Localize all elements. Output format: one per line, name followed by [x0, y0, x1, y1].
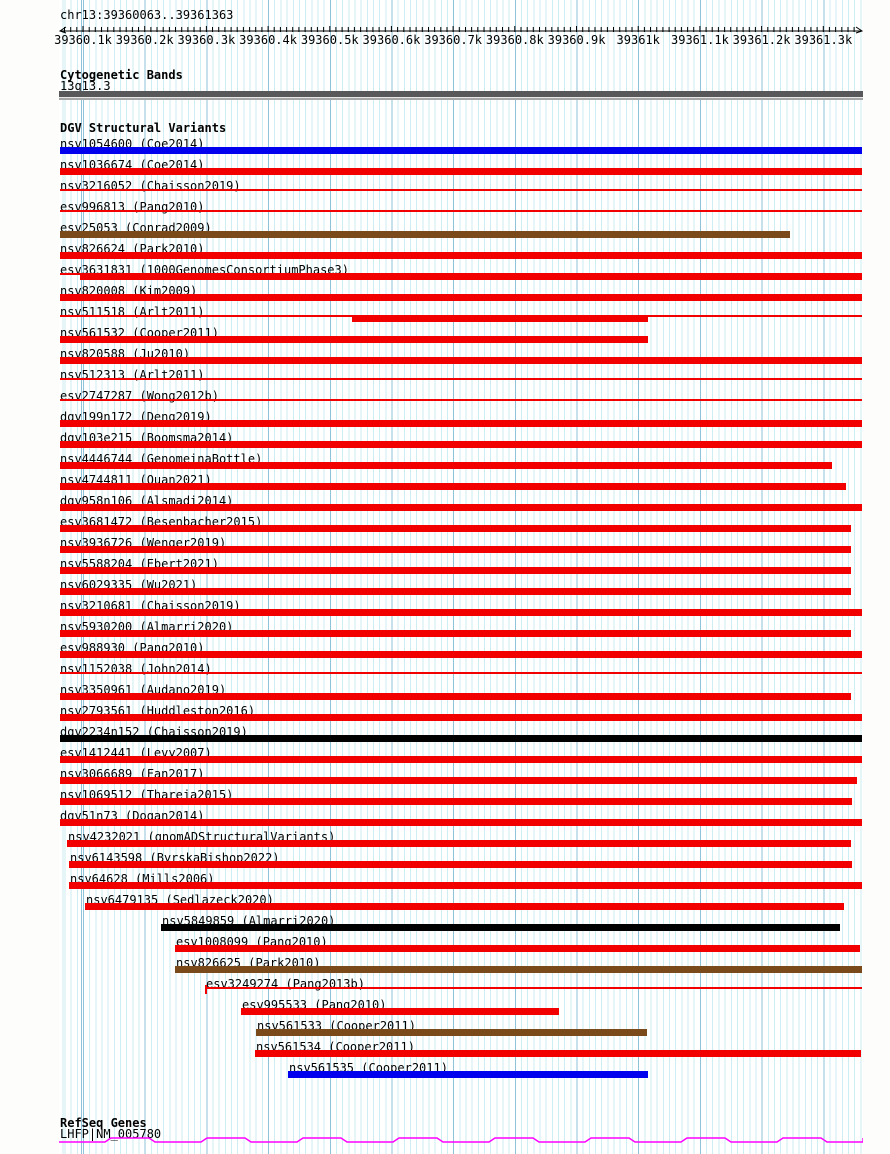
cytoband-bar[interactable] [59, 91, 863, 100]
variant-bar[interactable] [60, 567, 851, 574]
ruler-tick-label: 39360.5k [300, 33, 359, 47]
variant-bar[interactable] [60, 714, 862, 721]
variant-bar[interactable] [60, 336, 648, 343]
ruler-tick-label: 39360.9k [547, 33, 606, 47]
variant-bar[interactable] [60, 378, 862, 380]
variant-bar[interactable] [60, 357, 862, 364]
genome-grid [59, 0, 863, 1154]
variant-bar[interactable] [60, 546, 851, 553]
gene-label: LHFP|NM_005780 [60, 1127, 162, 1141]
refseq-section-title: RefSeq Genes [60, 1116, 147, 1130]
variant-bar[interactable] [80, 273, 862, 280]
ruler-tick-label: 39360.2k [115, 33, 174, 47]
variant-bar[interactable] [60, 462, 832, 469]
variant-bar[interactable] [85, 903, 844, 910]
gene-structure-line[interactable] [59, 1133, 863, 1147]
variant-bar[interactable] [241, 1008, 559, 1015]
variant-bar[interactable] [60, 672, 862, 674]
variant-bar[interactable] [60, 252, 862, 259]
variant-bar[interactable] [60, 294, 862, 301]
variant-bar[interactable] [60, 798, 852, 805]
variant-bar[interactable] [60, 399, 862, 401]
ruler-tick-label: 39360.6k [362, 33, 421, 47]
variant-bar[interactable] [60, 420, 862, 427]
ruler-tick-label: 39360.1k [54, 33, 112, 47]
variant-bar[interactable] [60, 693, 851, 700]
variant-bar[interactable] [60, 735, 862, 742]
cytoband-label: 13q13.3 [60, 79, 111, 93]
variant-bar[interactable] [60, 168, 862, 175]
variant-bar[interactable] [60, 147, 862, 154]
variant-bar[interactable] [60, 441, 862, 448]
variant-bar[interactable] [60, 273, 80, 275]
variant-bar[interactable] [205, 985, 207, 994]
dgv-section-title: DGV Structural Variants [60, 121, 227, 135]
variant-bar[interactable] [352, 315, 648, 322]
variant-bar[interactable] [175, 945, 860, 952]
variant-bar[interactable] [69, 882, 862, 889]
cytogenetic-section-title: Cytogenetic Bands [60, 68, 183, 82]
variant-bar[interactable] [60, 231, 790, 238]
ruler-tick-label: 39361.1k [670, 33, 729, 47]
ruler-tick-label: 39360.4k [239, 33, 297, 47]
variant-bar[interactable] [60, 483, 846, 490]
variant-bar[interactable] [60, 189, 862, 191]
ruler-tick-label: 39360.8k [485, 33, 544, 47]
variant-bar[interactable] [255, 1050, 861, 1057]
variant-bar[interactable] [60, 609, 862, 616]
variant-bar[interactable] [67, 840, 851, 847]
variant-bar[interactable] [288, 1071, 648, 1078]
variant-bar[interactable] [60, 777, 857, 784]
variant-bar[interactable] [69, 861, 852, 868]
variant-bar[interactable] [60, 525, 851, 532]
ruler-tick-label: 39361.3k [794, 33, 853, 47]
ruler-tick-label: 39361k [616, 33, 660, 47]
variant-bar[interactable] [60, 630, 851, 637]
variant-bar[interactable] [60, 210, 862, 212]
variant-bar[interactable] [60, 588, 851, 595]
variant-bar[interactable] [161, 924, 840, 931]
variant-bar[interactable] [60, 504, 862, 511]
variant-bar[interactable] [175, 966, 862, 973]
variant-bar[interactable] [60, 756, 862, 763]
variant-bar[interactable] [205, 987, 862, 989]
ruler-tick-label: 39360.3k [177, 33, 236, 47]
coordinate-ruler [58, 26, 864, 34]
ruler-tick-label: 39361.2k [732, 33, 791, 47]
ruler-tick-label: 39360.7k [424, 33, 483, 47]
region-title: chr13:39360063..39361363 [60, 8, 234, 22]
variant-bar[interactable] [256, 1029, 647, 1036]
variant-bar[interactable] [60, 819, 862, 826]
variant-bar[interactable] [60, 651, 862, 658]
